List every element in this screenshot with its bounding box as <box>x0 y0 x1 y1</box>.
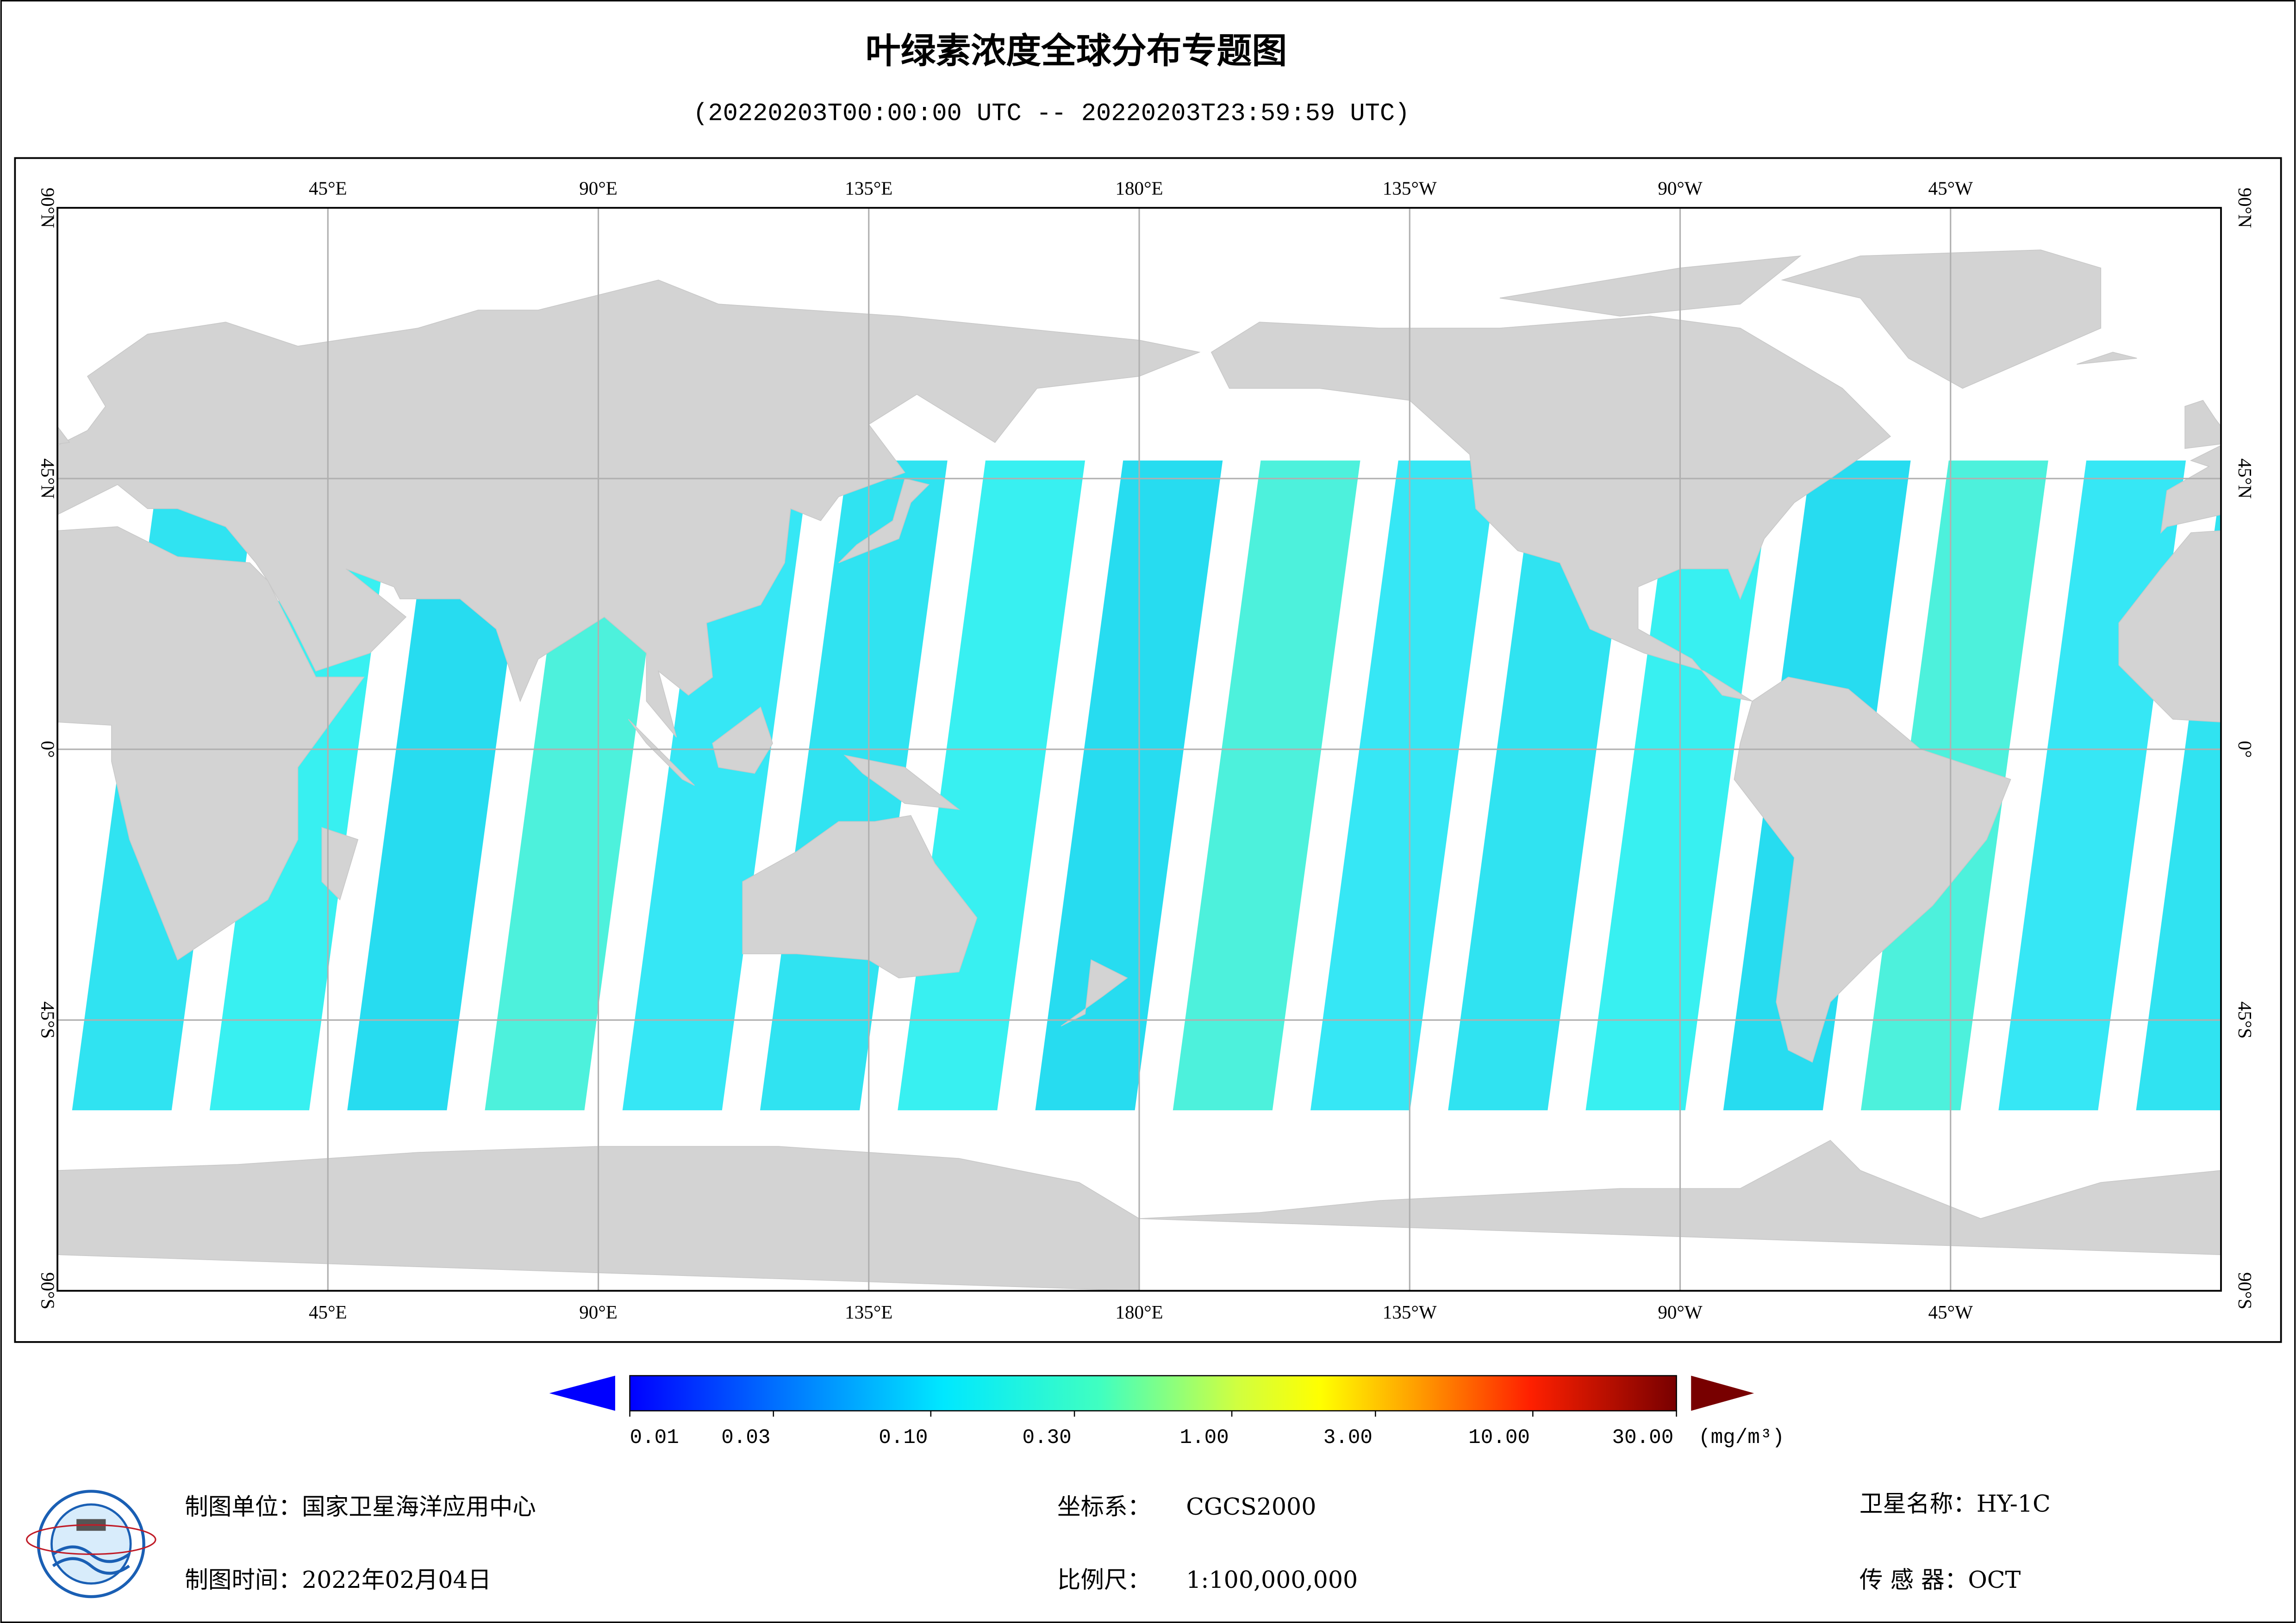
footer-unit: 制图单位：国家卫星海洋应用中心 <box>185 1493 536 1520</box>
footer-crs: CGCS2000 <box>1186 1493 1316 1520</box>
lat-label-left: 45°N <box>37 458 58 498</box>
land <box>838 478 930 563</box>
lon-label-top: 180°E <box>1115 178 1163 199</box>
footer-sensor: 传 感 器：OCT <box>1859 1566 2021 1593</box>
colorbar-tick-label: 0.10 <box>879 1426 928 1449</box>
land <box>1734 677 2011 1063</box>
map-frame <box>14 157 2282 1343</box>
colorbar-tick-label: 0.01 <box>630 1426 679 1449</box>
land <box>843 754 961 810</box>
lon-label-top: 90°W <box>1658 178 1703 199</box>
map-border <box>56 207 2222 1292</box>
lat-label-right: 45°N <box>2234 458 2256 498</box>
ocean-swath <box>622 460 810 1111</box>
lon-label-bottom: 135°W <box>1383 1301 1437 1323</box>
ocean-swath <box>1035 460 1223 1111</box>
lat-label-left: 45°S <box>37 1001 58 1038</box>
footer-crs-label: 坐标系： <box>1057 1493 1151 1520</box>
land <box>742 815 978 978</box>
land <box>2184 400 2221 449</box>
subtitle: (20220203T00:00:00 UTC -- 20220203T23:59… <box>693 99 1410 128</box>
lat-label-right: 0° <box>2234 741 2256 758</box>
lon-label-bottom: 90°E <box>579 1301 618 1323</box>
colorbar-tick-label: 10.00 <box>1468 1426 1530 1449</box>
lon-label-top: 45°E <box>309 178 347 199</box>
land <box>57 280 1201 738</box>
lat-label-right: 90°S <box>2234 1272 2256 1309</box>
colorbar-tick-label: 0.30 <box>1022 1426 1071 1449</box>
footer-date: 制图时间：2022年02月04日 <box>185 1566 491 1593</box>
lon-label-bottom: 90°W <box>1658 1301 1703 1323</box>
colorbar <box>629 1375 1677 1412</box>
ocean-swath <box>347 460 535 1111</box>
lon-label-bottom: 45°E <box>309 1301 347 1323</box>
colorbar-tick-label: 0.03 <box>721 1426 770 1449</box>
lat-label-right: 90°N <box>2234 187 2256 228</box>
colorbar-low-arrow <box>549 1375 615 1411</box>
lon-label-bottom: 180°E <box>1115 1301 1163 1323</box>
footer-scale: 1:100,000,000 <box>1186 1566 1358 1593</box>
land <box>1781 249 2102 389</box>
footer-satellite: 卫星名称：HY-1C <box>1859 1490 2051 1517</box>
land <box>2077 352 2137 365</box>
ocean-swath <box>1310 460 1498 1111</box>
colorbar-high-arrow <box>1691 1375 1754 1411</box>
colorbar-unit: (mg/m³) <box>1698 1426 1784 1449</box>
logo <box>26 1490 156 1598</box>
land <box>628 719 695 786</box>
land <box>1210 316 1891 702</box>
land <box>57 426 70 445</box>
lon-label-bottom: 45°W <box>1928 1301 1973 1323</box>
lon-label-top: 45°W <box>1928 178 1973 199</box>
map-area <box>57 208 2221 1291</box>
colorbar-tick-label: 3.00 <box>1323 1426 1373 1449</box>
footer-scale-label: 比例尺： <box>1057 1566 1151 1593</box>
lon-label-top: 90°E <box>579 178 618 199</box>
land <box>712 706 773 774</box>
land <box>2118 530 2221 723</box>
lat-label-right: 45°S <box>2234 1001 2256 1038</box>
lat-label-left: 90°S <box>37 1272 58 1309</box>
land <box>321 827 359 901</box>
lon-label-bottom: 135°E <box>845 1301 892 1323</box>
colorbar-tick-label: 30.00 <box>1612 1426 1673 1449</box>
colorbar-tick-label: 1.00 <box>1179 1426 1229 1449</box>
land <box>1499 255 1802 317</box>
lon-label-top: 135°W <box>1383 178 1437 199</box>
land <box>57 526 365 961</box>
ocean-swath <box>1173 460 1360 1111</box>
lat-label-left: 0° <box>37 741 58 758</box>
land <box>2160 445 2221 534</box>
lat-label-left: 90°N <box>37 187 58 228</box>
title: 叶绿素浓度全球分布专题图 <box>866 31 1287 71</box>
land <box>1061 959 1128 1026</box>
lon-label-top: 135°E <box>845 178 892 199</box>
